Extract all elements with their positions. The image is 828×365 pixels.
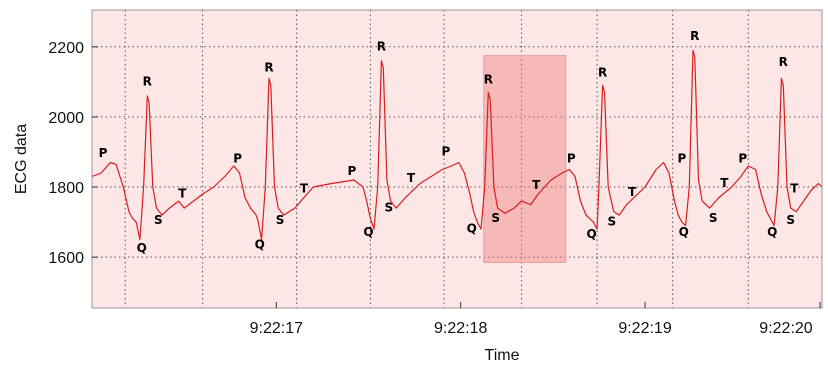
wave-label-r: R [484, 73, 493, 87]
wave-label-s: S [786, 213, 795, 227]
x-tick-label: 9:22:19 [618, 320, 671, 337]
wave-label-q: Q [586, 227, 596, 241]
wave-label-q: Q [679, 225, 689, 239]
wave-label-t: T [178, 187, 187, 201]
y-axis-ticks: 1600 1800 2000 2200 [48, 40, 98, 267]
wave-label-s: S [608, 215, 617, 229]
y-axis-label: ECG data [13, 124, 30, 194]
highlight-region [483, 55, 567, 263]
wave-label-q: Q [137, 241, 147, 255]
wave-label-p: P [567, 152, 576, 166]
wave-label-r: R [690, 29, 699, 43]
wave-label-q: Q [467, 222, 477, 236]
wave-label-t: T [720, 176, 729, 190]
plot-frame [91, 9, 823, 309]
wave-label-s: S [491, 211, 500, 225]
wave-label-s: S [384, 201, 393, 215]
wave-label-t: T [628, 185, 637, 199]
wave-label-q: Q [767, 225, 777, 239]
y-tick-label: 1800 [48, 180, 84, 197]
wave-label-p: P [99, 146, 108, 160]
ecg-line [91, 49, 823, 241]
wave-label-p: P [678, 152, 687, 166]
wave-label-p: P [442, 144, 451, 158]
x-axis-ticks: 9:22:17 9:22:18 9:22:19 9:22:20 [250, 302, 821, 337]
wave-label-s: S [709, 211, 718, 225]
wave-label-t: T [790, 181, 799, 195]
wave-label-p: P [738, 152, 747, 166]
y-tick-label: 2200 [48, 40, 84, 57]
x-axis-label: Time [485, 347, 520, 364]
wave-label-r: R [143, 74, 152, 88]
wave-label-s: S [276, 213, 285, 227]
wave-label-p: P [233, 152, 242, 166]
wave-label-r: R [779, 55, 788, 69]
wave-label-t: T [407, 171, 416, 185]
wave-label-t: T [300, 181, 309, 195]
wave-label-s: S [154, 213, 163, 227]
plot-background [92, 10, 822, 308]
wave-label-q: Q [255, 237, 265, 251]
wave-label-t: T [532, 178, 541, 192]
x-tick-label: 9:22:17 [250, 320, 303, 337]
y-tick-label: 2000 [48, 110, 84, 127]
x-tick-label: 9:22:18 [434, 320, 487, 337]
wave-label-r: R [377, 39, 386, 53]
wave-label-r: R [598, 66, 607, 80]
wave-label-r: R [264, 60, 273, 74]
x-tick-label: 9:22:20 [759, 320, 812, 337]
wave-label-p: P [348, 164, 357, 178]
wave-label-q: Q [363, 225, 373, 239]
y-tick-label: 1600 [48, 250, 84, 267]
